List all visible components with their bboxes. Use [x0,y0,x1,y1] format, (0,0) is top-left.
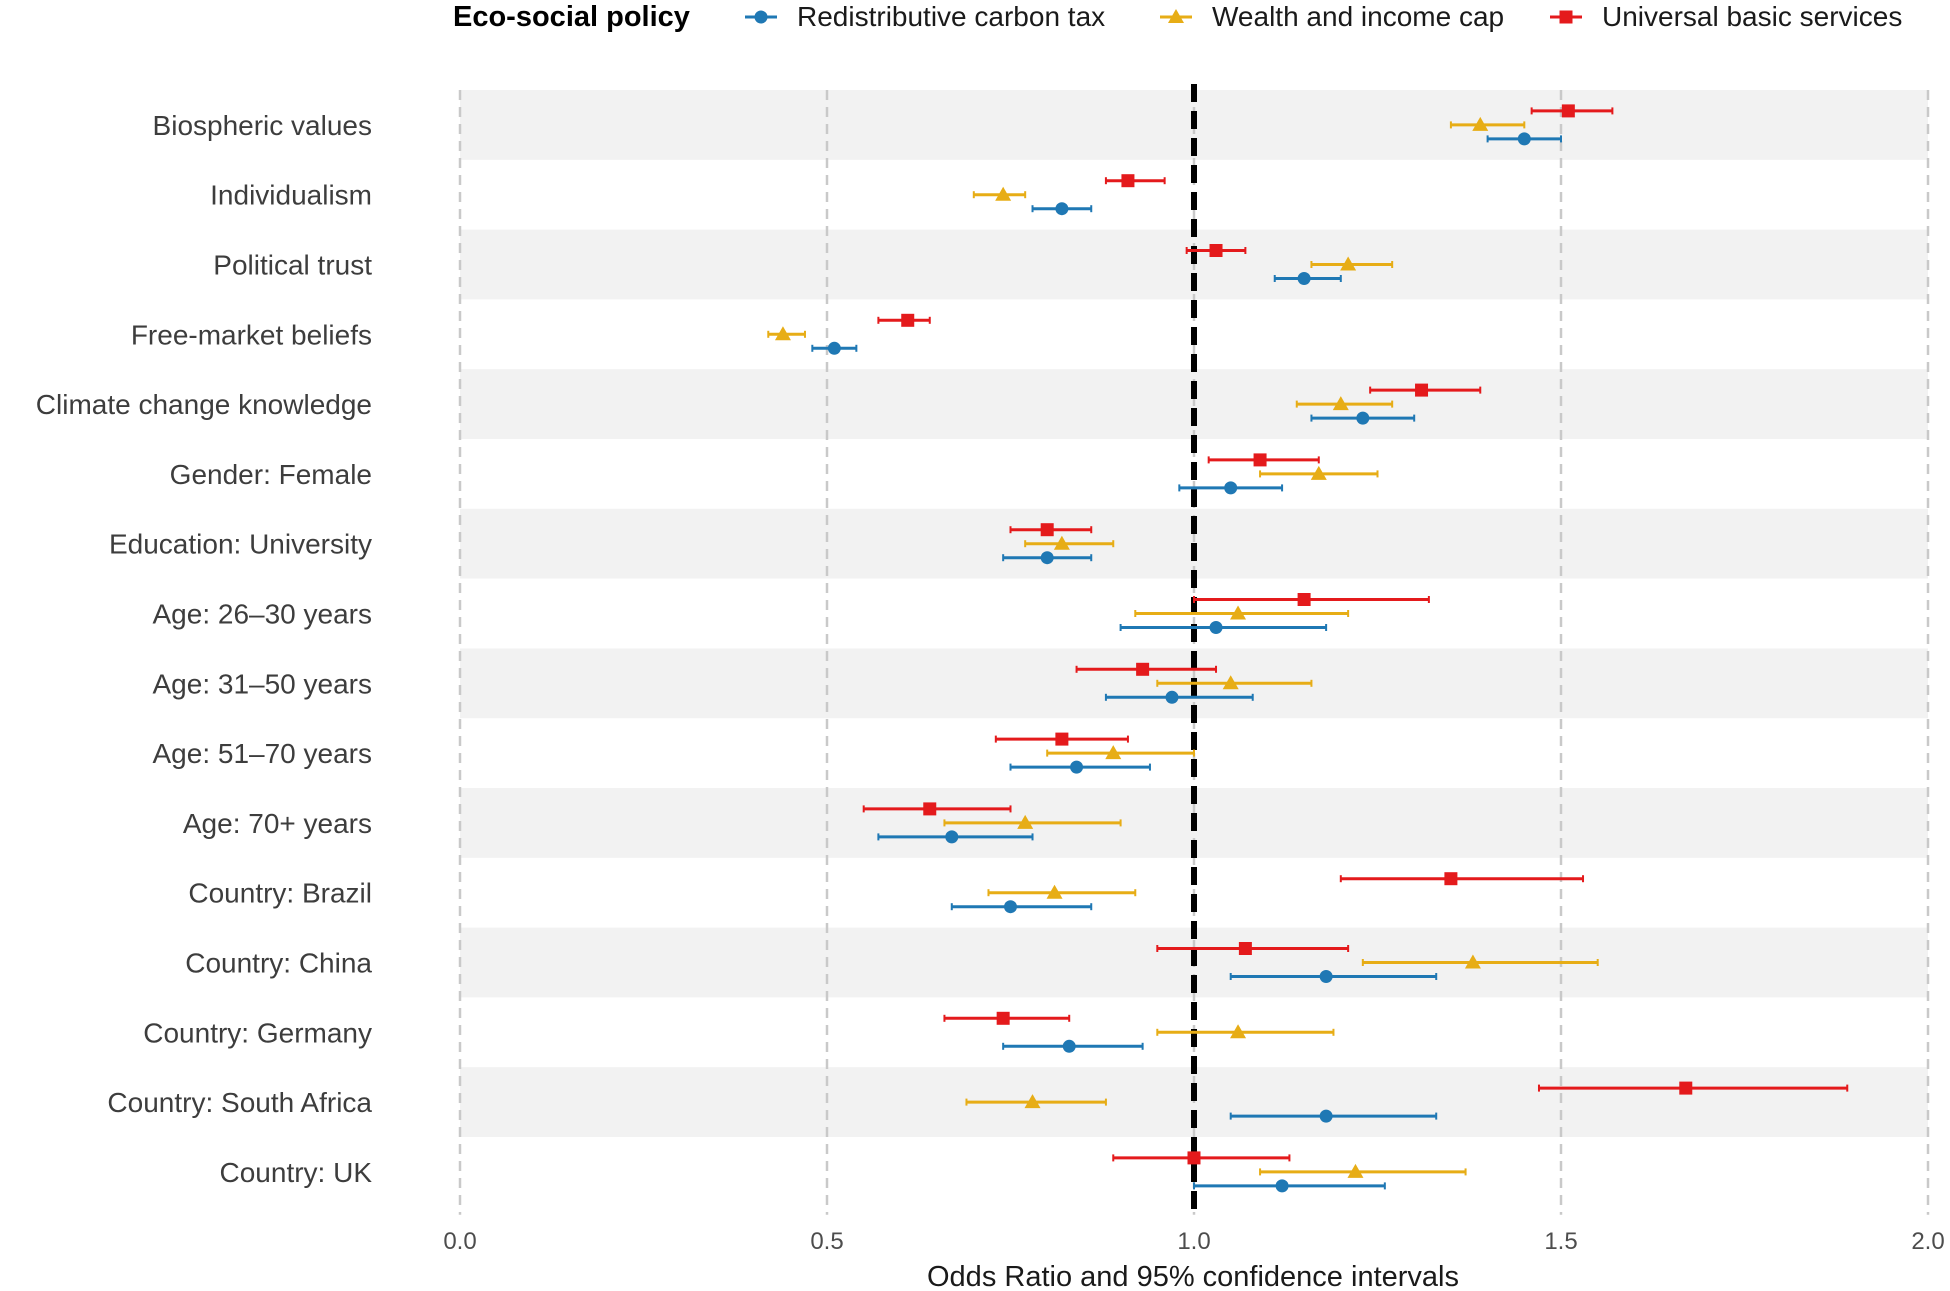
point-estimate [1230,605,1247,620]
point-estimate [996,1011,1010,1025]
point-estimate [1105,745,1122,760]
point-estimate [1319,1109,1333,1123]
point-estimate [1253,453,1267,467]
point-estimate [1332,396,1349,411]
legend-label: Redistributive carbon tax [797,1,1105,32]
point-estimate [1017,814,1034,829]
point-estimate [1340,256,1357,271]
point-estimate [1275,1179,1289,1193]
x-axis-title: Odds Ratio and 95% confidence intervals [927,1261,1459,1291]
legend-label: Wealth and income cap [1212,1,1504,32]
y-tick-label: Country: China [185,948,372,979]
legend-label: Universal basic services [1602,1,1902,32]
point-estimate [1356,411,1370,425]
point-estimate [1121,174,1135,188]
legend-key-circle-icon [754,10,768,24]
legend-item: Wealth and income cap [1160,1,1504,32]
point-estimate [1046,884,1063,899]
point-estimate [1040,523,1054,537]
point-estimate [1347,1163,1364,1178]
y-tick-label: Country: Germany [143,1017,372,1048]
point-estimate [995,186,1012,201]
point-estimate [1055,732,1069,746]
y-tick-label: Free-market beliefs [131,319,372,350]
y-tick-label: Political trust [213,250,372,281]
point-estimate [923,802,937,816]
point-estimate [1062,1039,1076,1053]
point-estimate [945,830,959,844]
x-axis-ticks: 0.0 0.5 1.0 1.5 2.0 [443,1228,1944,1255]
y-tick-label: Age: 26–30 years [153,599,373,630]
point-estimate [1415,383,1429,397]
legend-item: Redistributive carbon tax [745,1,1105,32]
point-estimate [1209,621,1223,634]
point-estimate [1165,690,1179,704]
legend-key-triangle-icon [1168,9,1184,23]
point-estimate [1238,942,1252,955]
point-estimate [1053,535,1070,550]
point-estimate [1224,481,1238,495]
point-estimate [901,313,915,327]
legend: Eco-social policy Redistributive carbon t… [453,1,1902,33]
y-tick-label: Country: South Africa [107,1087,372,1118]
x-tick-label: 0.0 [443,1228,476,1255]
x-tick-label: 0.5 [810,1228,843,1255]
x-tick-label: 2.0 [1911,1228,1944,1255]
series-wealth-and-income-cap [767,116,1599,1178]
point-estimate [1297,272,1311,285]
point-estimate [1222,675,1239,690]
point-estimate [1209,244,1223,257]
point-estimate [1004,900,1017,914]
point-estimate [827,341,841,355]
point-estimate [1517,132,1531,146]
y-tick-label: Age: 51–70 years [153,738,373,769]
x-tick-label: 1.0 [1177,1228,1210,1255]
legend-title: Eco-social policy [453,1,690,33]
y-tick-label: Individualism [210,180,372,211]
point-estimate [1297,593,1311,606]
point-estimate [1230,1024,1247,1039]
legend-item: Universal basic services [1550,1,1902,32]
point-estimate [1464,954,1481,969]
point-estimate [1055,202,1069,216]
point-estimate [1024,1094,1041,1109]
point-estimate [1070,760,1084,774]
y-tick-label: Education: University [109,529,372,560]
y-tick-label: Climate change knowledge [36,389,372,420]
point-estimate [1136,662,1150,676]
y-axis-labels: Biospheric values Individualism Political … [36,110,373,1188]
y-tick-label: Country: UK [220,1157,373,1188]
point-estimate [1444,872,1458,886]
point-estimate [1187,1151,1201,1165]
data-marks [767,104,1849,1193]
point-estimate [1040,551,1054,565]
y-tick-label: Country: Brazil [188,878,372,909]
point-estimate [1679,1081,1693,1095]
series-redistributive-carbon-tax [811,132,1562,1193]
series-universal-basic-services [862,104,1849,1165]
x-tick-label: 1.5 [1544,1228,1577,1255]
point-estimate [1561,104,1575,118]
legend-key-square-icon [1559,10,1573,24]
y-tick-label: Biospheric values [153,110,372,141]
y-tick-label: Age: 70+ years [183,808,372,839]
point-estimate [1319,970,1333,983]
point-estimate [1310,465,1327,480]
y-tick-label: Age: 31–50 years [153,668,373,699]
point-estimate [1472,116,1489,131]
point-estimate [774,326,791,341]
y-tick-label: Gender: Female [170,459,372,490]
